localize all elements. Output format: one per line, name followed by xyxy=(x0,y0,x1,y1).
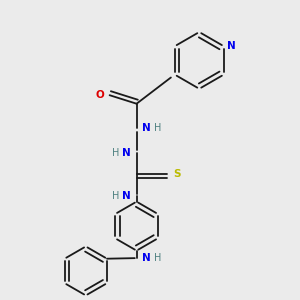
Text: H: H xyxy=(154,253,161,263)
Text: S: S xyxy=(173,169,181,179)
Text: H: H xyxy=(154,123,161,133)
Text: N: N xyxy=(227,41,236,51)
Text: H: H xyxy=(112,191,119,201)
Text: N: N xyxy=(122,148,131,158)
Text: N: N xyxy=(142,253,151,263)
Text: N: N xyxy=(142,123,151,133)
Text: H: H xyxy=(112,148,119,158)
Text: N: N xyxy=(122,191,131,201)
Text: O: O xyxy=(96,90,105,100)
